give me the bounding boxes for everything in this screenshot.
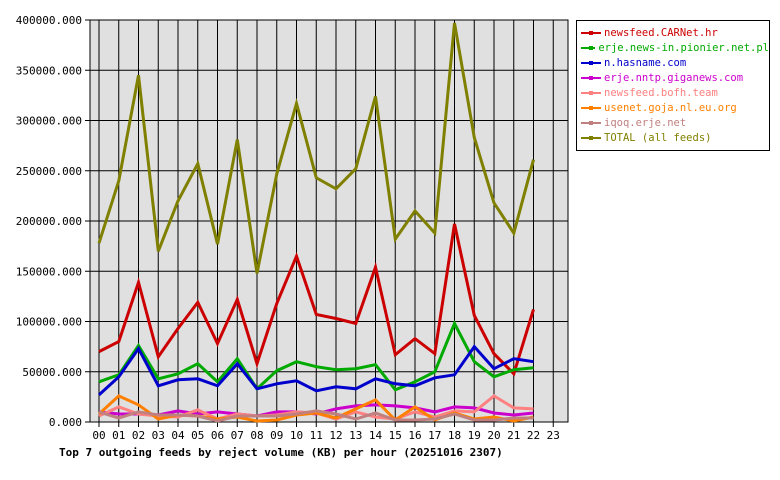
- y-tick-label: 400000.000: [16, 14, 82, 27]
- legend-item: iqoq.erje.net: [581, 115, 769, 130]
- legend-item: TOTAL (all feeds): [581, 130, 769, 145]
- legend-item: erje.nntp.giganews.com: [581, 70, 769, 85]
- series-line: [97, 344, 534, 397]
- x-tick-label: 11: [310, 429, 323, 442]
- x-tick-label: 08: [250, 429, 263, 442]
- x-tick-label: 17: [428, 429, 441, 442]
- y-tick-label: 350000.000: [16, 64, 82, 77]
- legend-swatch-icon: [581, 45, 596, 50]
- x-tick-label: 00: [92, 429, 105, 442]
- x-tick-label: 15: [389, 429, 402, 442]
- series-line: [98, 319, 534, 392]
- legend-swatch-icon: [581, 135, 601, 140]
- x-tick-label: 03: [152, 429, 165, 442]
- x-axis-ticks: 00 01 02 03 04 05 06 07 08 09 10 11 12 13 14 15 16 17 18 19…: [92, 429, 560, 442]
- x-tick-label: 23: [547, 429, 560, 442]
- legend-swatch-icon: [581, 90, 601, 95]
- legend-swatch-icon: [581, 105, 601, 110]
- legend-swatch-icon: [581, 75, 601, 80]
- x-tick-label: 18: [448, 429, 461, 442]
- series-line: [97, 22, 535, 274]
- x-tick-label: 01: [112, 429, 125, 442]
- x-tick-label: 16: [408, 429, 421, 442]
- y-tick-label: 250000.000: [16, 165, 82, 178]
- series-lines: [97, 22, 535, 423]
- x-tick-label: 07: [231, 429, 244, 442]
- chart-title: Top 7 outgoing feeds by reject volume (K…: [59, 446, 503, 459]
- x-tick-label: 14: [369, 429, 383, 442]
- x-tick-label: 04: [171, 429, 185, 442]
- y-tick-label: 150000.000: [16, 265, 82, 278]
- legend-swatch-icon: [581, 60, 601, 65]
- x-tick-label: 06: [211, 429, 224, 442]
- x-tick-label: 21: [507, 429, 520, 442]
- legend-label: newsfeed.bofh.team: [604, 86, 718, 99]
- legend-item: erje.news-in.pionier.net.pl: [581, 40, 769, 55]
- y-tick-label: 200000.000: [16, 215, 82, 228]
- legend-label: TOTAL (all feeds): [604, 131, 712, 144]
- y-tick-label: 50000.000: [22, 366, 82, 379]
- x-tick-label: 12: [329, 429, 342, 442]
- legend-item: n.hasname.com: [581, 55, 769, 70]
- legend-label: n.hasname.com: [604, 56, 687, 69]
- x-tick-label: 13: [349, 429, 362, 442]
- x-tick-label: 20: [487, 429, 500, 442]
- legend-label: newsfeed.CARNet.hr: [604, 26, 718, 39]
- x-tick-label: 22: [527, 429, 540, 442]
- x-tick-label: 05: [191, 429, 204, 442]
- grid-lines: [90, 19, 568, 427]
- legend: newsfeed.CARNet.hr erje.news-in.pionier.n…: [576, 20, 770, 151]
- x-tick-label: 02: [132, 429, 145, 442]
- legend-item: usenet.goja.nl.eu.org: [581, 100, 769, 115]
- y-tick-label: 300000.000: [16, 115, 82, 128]
- legend-item: newsfeed.CARNet.hr: [581, 25, 769, 40]
- legend-swatch-icon: [581, 120, 601, 125]
- legend-swatch-icon: [581, 30, 601, 35]
- x-tick-label: 10: [290, 429, 303, 442]
- x-tick-label: 19: [468, 429, 481, 442]
- legend-label: iqoq.erje.net: [604, 116, 687, 129]
- legend-item: newsfeed.bofh.team: [581, 85, 769, 100]
- series-line: [98, 223, 535, 377]
- y-axis-ticks: 0.000 50000.000 100000.000 150000.000 200000…: [16, 14, 90, 429]
- y-tick-label: 100000.000: [16, 316, 82, 329]
- y-tick-label: 0.000: [49, 416, 82, 429]
- legend-label: erje.nntp.giganews.com: [604, 71, 744, 84]
- legend-label: usenet.goja.nl.eu.org: [604, 101, 737, 114]
- series-line: [98, 409, 534, 423]
- legend-label: erje.news-in.pionier.net.pl: [598, 41, 769, 54]
- x-tick-label: 09: [270, 429, 283, 442]
